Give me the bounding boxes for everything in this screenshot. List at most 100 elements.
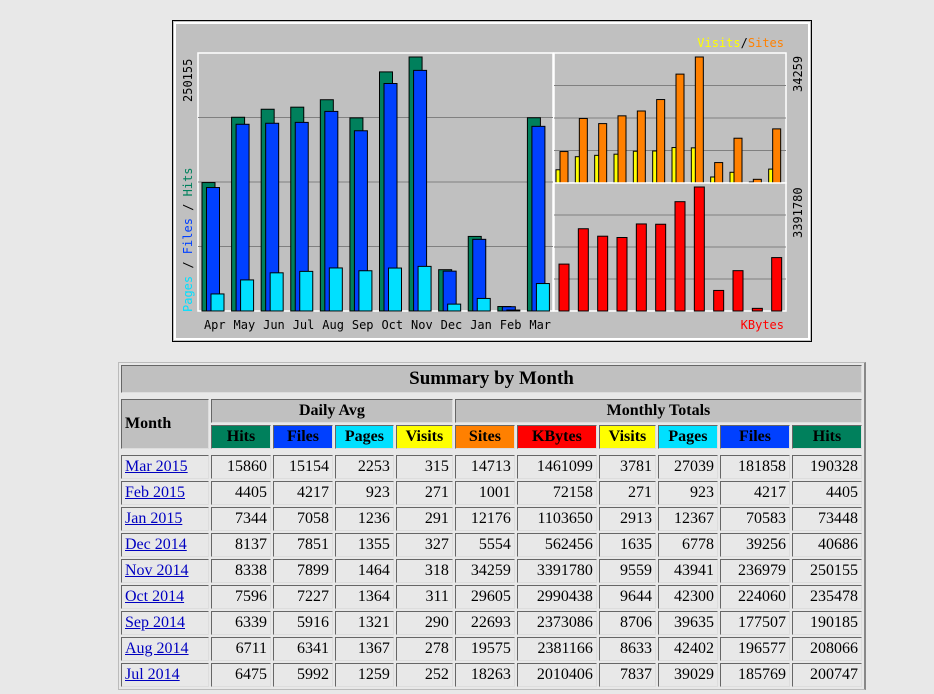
bar-sites-jan [733, 137, 743, 184]
bar-pages-mar [535, 283, 550, 312]
bar-sites-may [578, 117, 588, 184]
month-cell: Oct 2014 [121, 585, 209, 609]
value-cell: 43941 [657, 559, 718, 583]
chart-bevel [174, 22, 810, 340]
value-cell: 29605 [454, 585, 515, 609]
month-link[interactable]: Oct 2014 [125, 588, 185, 605]
month-link[interactable]: Sep 2014 [125, 614, 185, 631]
value-cell: 4217 [719, 481, 790, 505]
month-link[interactable]: Jan 2015 [125, 510, 183, 527]
table-row: Nov 2014 8338 7899 1464 318 34259 3391780 9559 4… [121, 559, 862, 583]
value-cell: 235478 [791, 585, 862, 609]
value-cell: 4405 [791, 481, 862, 505]
value-cell: 18263 [454, 663, 515, 687]
value-cell: 6475 [211, 663, 271, 687]
max-label-kbytes: 3391780 [791, 187, 805, 238]
bar-sites-nov [694, 56, 704, 184]
value-cell: 6778 [657, 533, 718, 557]
value-cell: 278 [395, 637, 453, 661]
value-cell: 318 [395, 559, 453, 583]
month-link[interactable]: Mar 2015 [125, 458, 188, 475]
value-cell: 181858 [719, 455, 790, 479]
value-cell: 1236 [335, 507, 394, 531]
value-cell: 1103650 [516, 507, 597, 531]
month-link[interactable]: Dec 2014 [125, 536, 187, 553]
bar-kbytes-jul [616, 237, 628, 312]
value-cell: 5916 [273, 611, 333, 635]
value-cell: 311 [395, 585, 453, 609]
month-cell: Mar 2015 [121, 455, 209, 479]
bar-files-apr [206, 187, 220, 312]
bar-pages-jan [476, 297, 491, 312]
bar-pages-apr [210, 293, 225, 312]
bar-sites-dec [714, 162, 724, 184]
bar-pages-jun [269, 272, 284, 312]
bar-kbytes-dec [713, 289, 725, 312]
value-cell: 1461099 [516, 455, 597, 479]
table-row: Feb 2015 4405 4217 923 271 1001 72158 271 923 421… [121, 481, 862, 505]
bar-kbytes-mar [771, 257, 783, 312]
month-cell: Aug 2014 [121, 637, 209, 661]
bar-sites-mar [772, 128, 782, 184]
value-cell: 40686 [791, 533, 862, 557]
bar-kbytes-oct [674, 201, 686, 312]
value-cell: 6711 [211, 637, 271, 661]
bar-pages-sep [358, 270, 373, 312]
value-cell: 1259 [335, 663, 394, 687]
month-cell: Sep 2014 [121, 611, 209, 635]
value-cell: 271 [395, 481, 453, 505]
value-cell: 190328 [791, 455, 862, 479]
value-cell: 7227 [273, 585, 333, 609]
value-cell: 177507 [719, 611, 790, 635]
value-cell: 42300 [657, 585, 718, 609]
value-cell: 2381166 [516, 637, 597, 661]
month-link[interactable]: Feb 2015 [125, 484, 185, 501]
legend-item: / [741, 36, 748, 50]
value-cell: 290 [395, 611, 453, 635]
month-label: Oct [381, 318, 403, 332]
value-cell: 327 [395, 533, 453, 557]
value-cell: 19575 [454, 637, 515, 661]
value-cell: 39635 [657, 611, 718, 635]
value-cell: 7058 [273, 507, 333, 531]
table-row: Dec 2014 8137 7851 1355 327 5554 562456 1635 677… [121, 533, 862, 557]
table-row: Aug 2014 6711 6341 1367 278 19575 2381166 8633 4… [121, 637, 862, 661]
month-label: Jan [470, 318, 492, 332]
month-cell: Nov 2014 [121, 559, 209, 583]
value-cell: 8706 [598, 611, 656, 635]
max-label-hits: 250155 [181, 59, 195, 102]
value-cell: 7344 [211, 507, 271, 531]
table-row: Sep 2014 6339 5916 1321 290 22693 2373086 8706 3… [121, 611, 862, 635]
table-row: Jan 2015 7344 7058 1236 291 12176 1103650 2913 1… [121, 507, 862, 531]
value-cell: 9559 [598, 559, 656, 583]
month-label: Nov [411, 318, 433, 332]
month-label: Apr [204, 318, 226, 332]
column-header-pages: Pages [335, 425, 394, 449]
value-cell: 2990438 [516, 585, 597, 609]
value-cell: 73448 [791, 507, 862, 531]
value-cell: 8633 [598, 637, 656, 661]
legend-kbytes: KBytes [741, 318, 784, 332]
month-label: Feb [500, 318, 522, 332]
month-label: Sep [352, 318, 374, 332]
month-link[interactable]: Jul 2014 [125, 666, 180, 683]
column-header-sites: Sites [454, 425, 515, 449]
column-header-files: Files [273, 425, 333, 449]
month-cell: Jan 2015 [121, 507, 209, 531]
month-label: Aug [322, 318, 344, 332]
value-cell: 1364 [335, 585, 394, 609]
month-cell: Dec 2014 [121, 533, 209, 557]
summary-by-month-table: Summary by Month Month Daily Avg Monthly… [118, 362, 866, 690]
bar-pages-nov [417, 265, 432, 312]
bar-sites-jun [598, 123, 608, 184]
value-cell: 8338 [211, 559, 271, 583]
column-header-hits: Hits [211, 425, 271, 449]
bar-pages-may [240, 279, 255, 312]
value-cell: 3391780 [516, 559, 597, 583]
bar-pages-aug [328, 267, 343, 312]
month-link[interactable]: Aug 2014 [125, 640, 189, 657]
value-cell: 1635 [598, 533, 656, 557]
value-cell: 70583 [719, 507, 790, 531]
bar-kbytes-aug [635, 223, 647, 312]
month-link[interactable]: Nov 2014 [125, 562, 189, 579]
